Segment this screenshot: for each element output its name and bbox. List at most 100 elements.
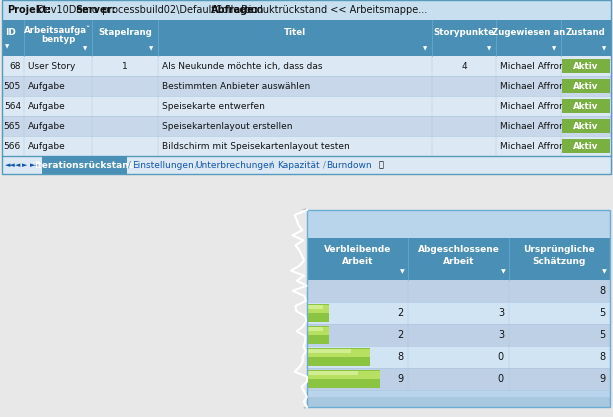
Text: User Story: User Story	[28, 61, 75, 70]
Text: Dev10Demo: Dev10Demo	[34, 5, 107, 15]
Text: Aufgabe: Aufgabe	[28, 121, 66, 131]
Bar	[307, 210, 610, 407]
Text: ▼: ▼	[552, 46, 556, 51]
Text: 0: 0	[498, 352, 504, 362]
Text: 3: 3	[498, 330, 504, 340]
Bar	[307, 397, 610, 407]
Text: Ursprüngliche: Ursprüngliche	[524, 245, 595, 254]
Bar	[42, 156, 126, 174]
Bar	[2, 76, 611, 96]
Text: Iterationsrückstand: Iterationsrückstand	[34, 161, 135, 169]
Text: Titel: Titel	[284, 28, 306, 37]
Polygon shape	[0, 210, 307, 407]
Text: Server:: Server:	[75, 5, 115, 15]
Bar	[307, 346, 610, 368]
Bar	[562, 119, 610, 133]
Bar	[562, 139, 610, 153]
Text: ▼: ▼	[83, 46, 87, 51]
Text: Aktiv: Aktiv	[573, 101, 599, 111]
Bar	[307, 370, 379, 388]
Bar	[307, 349, 370, 357]
Text: Michael Affronti: Michael Affronti	[500, 121, 571, 131]
Text: Arbeit: Arbeit	[443, 256, 474, 266]
Bar	[2, 0, 611, 20]
Bar	[2, 136, 611, 156]
Text: Aktiv: Aktiv	[573, 121, 599, 131]
Bar	[307, 302, 610, 324]
Bar	[2, 20, 611, 56]
Text: 2: 2	[397, 308, 403, 318]
Text: Aufgabe: Aufgabe	[28, 81, 66, 90]
Text: ►: ►	[22, 162, 28, 168]
Text: 1: 1	[122, 61, 128, 70]
Text: Abfrage:: Abfrage:	[211, 5, 259, 15]
Text: bentyp: bentyp	[41, 35, 75, 44]
Text: Bildschirm mit Speisekartenlayout testen: Bildschirm mit Speisekartenlayout testen	[162, 141, 350, 151]
Bar	[307, 238, 610, 280]
Bar	[307, 210, 610, 238]
Text: Abgeschlossene: Abgeschlossene	[417, 245, 500, 254]
Bar	[307, 348, 370, 366]
Text: Arbeitsaufgaˇ: Arbeitsaufgaˇ	[25, 25, 92, 35]
Text: Einstellungen: Einstellungen	[132, 161, 194, 169]
Text: 3: 3	[498, 308, 504, 318]
Text: ◄: ◄	[15, 162, 20, 168]
Text: ID: ID	[5, 28, 16, 37]
Text: 4: 4	[461, 61, 467, 70]
Text: Michael Affronti: Michael Affronti	[500, 61, 571, 70]
Text: ▼: ▼	[602, 269, 607, 274]
Text: Verbleibende: Verbleibende	[324, 245, 391, 254]
Bar	[307, 349, 351, 352]
Bar	[2, 56, 611, 76]
Bar	[562, 99, 610, 113]
Text: 564: 564	[4, 101, 21, 111]
Text: ►◄: ►◄	[30, 162, 40, 168]
Bar	[307, 305, 329, 313]
Text: Zugewiesen an: Zugewiesen an	[492, 28, 565, 37]
Bar	[307, 327, 329, 335]
Bar	[562, 59, 610, 73]
Text: ▼: ▼	[5, 45, 9, 50]
Text: Aktiv: Aktiv	[573, 61, 599, 70]
Text: /: /	[195, 161, 198, 169]
Bar	[307, 304, 329, 322]
Bar	[307, 371, 358, 374]
Text: 566: 566	[4, 141, 21, 151]
Text: /: /	[322, 161, 326, 169]
Text: Aufgabe: Aufgabe	[28, 141, 66, 151]
Text: 8: 8	[599, 352, 605, 362]
Text: Zustand: Zustand	[566, 28, 606, 37]
Bar	[2, 116, 611, 136]
Text: Projekt:: Projekt:	[7, 5, 51, 15]
Bar	[307, 368, 610, 390]
Text: Michael Affronti: Michael Affronti	[500, 141, 571, 151]
Text: 565: 565	[4, 121, 21, 131]
Text: Michael Affronti: Michael Affronti	[500, 81, 571, 90]
Bar	[307, 327, 322, 331]
Text: Unterbrechungen: Unterbrechungen	[195, 161, 275, 169]
Text: Arbeit: Arbeit	[342, 256, 373, 266]
Text: Storypunkte: Storypunkte	[433, 28, 495, 37]
Text: /: /	[128, 161, 131, 169]
Text: Michael Affronti: Michael Affronti	[500, 101, 571, 111]
Text: 2: 2	[397, 330, 403, 340]
Text: 505: 505	[4, 81, 21, 90]
Text: Aktiv: Aktiv	[573, 81, 599, 90]
Text: ◄◄: ◄◄	[5, 162, 16, 168]
Bar	[2, 96, 611, 116]
Bar	[307, 210, 610, 407]
Text: 5: 5	[599, 308, 605, 318]
Text: Als Neukunde möchte ich, dass das: Als Neukunde möchte ich, dass das	[162, 61, 322, 70]
Bar	[307, 324, 610, 346]
Text: Speisekartenlayout erstellen: Speisekartenlayout erstellen	[162, 121, 292, 131]
Text: Produktrückstand << Arbeitsmappe...: Produktrückstand << Arbeitsmappe...	[238, 5, 428, 15]
Text: Bestimmten Anbieter auswählen: Bestimmten Anbieter auswählen	[162, 81, 310, 90]
Text: ▼: ▼	[501, 269, 506, 274]
Text: Kapazität: Kapazität	[277, 161, 320, 169]
Text: ▼: ▼	[487, 46, 491, 51]
Text: Speisekarte entwerfen: Speisekarte entwerfen	[162, 101, 265, 111]
Text: 🔖: 🔖	[378, 161, 383, 169]
Text: processbuild02\DefaultCollection: processbuild02\DefaultCollection	[99, 5, 273, 15]
Text: 68: 68	[9, 61, 21, 70]
Text: 0: 0	[498, 374, 504, 384]
